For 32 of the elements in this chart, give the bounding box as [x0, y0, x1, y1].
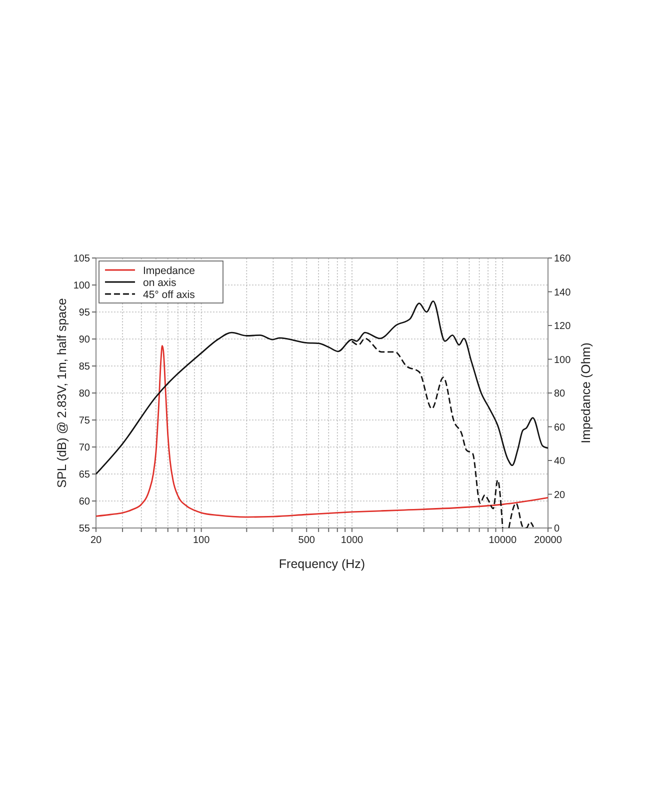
y2-tick-label: 100: [554, 354, 572, 366]
y2-tick-label: 140: [554, 287, 572, 298]
y-tick-label: 95: [78, 308, 90, 318]
legend-label: Impedance: [143, 265, 196, 277]
y-tick-label: 65: [78, 470, 90, 480]
x-tick-label: 1000: [340, 535, 364, 546]
y-tick-label: 60: [78, 496, 90, 508]
y2-axis-title: Impedance (Ohm): [579, 342, 593, 444]
x-tick-label: 20: [90, 535, 102, 546]
y2-tick-label: 120: [554, 321, 572, 332]
legend-label: 45° off axis: [143, 289, 195, 301]
y-tick-label: 90: [78, 334, 90, 346]
y-tick-label: 70: [78, 442, 90, 454]
x-axis-title: Frequency (Hz): [278, 557, 366, 571]
y-tick-label: 75: [78, 416, 90, 426]
y2-tick-label: 0: [554, 524, 560, 534]
y2-tick-label: 60: [554, 422, 566, 434]
x-tick-label: 100: [192, 535, 210, 546]
y2-tick-label: 80: [554, 388, 566, 400]
y-tick-label: 80: [78, 388, 90, 400]
legend-label: on axis: [143, 277, 176, 289]
x-tick-label: 20000: [534, 535, 562, 546]
y2-tick-label: 40: [554, 456, 566, 467]
y-tick-label: 85: [78, 362, 90, 372]
x-tick-label: 500: [298, 535, 316, 546]
y2-tick-label: 160: [554, 254, 572, 264]
y-axis-title: SPL (dB) @ 2.83V, 1m, half space: [55, 298, 69, 488]
x-tick-label: 10000: [488, 535, 517, 546]
y-tick-label: 55: [78, 524, 90, 534]
y-tick-label: 105: [73, 254, 90, 264]
y2-tick-label: 20: [554, 490, 566, 501]
y-tick-label: 100: [73, 280, 90, 292]
